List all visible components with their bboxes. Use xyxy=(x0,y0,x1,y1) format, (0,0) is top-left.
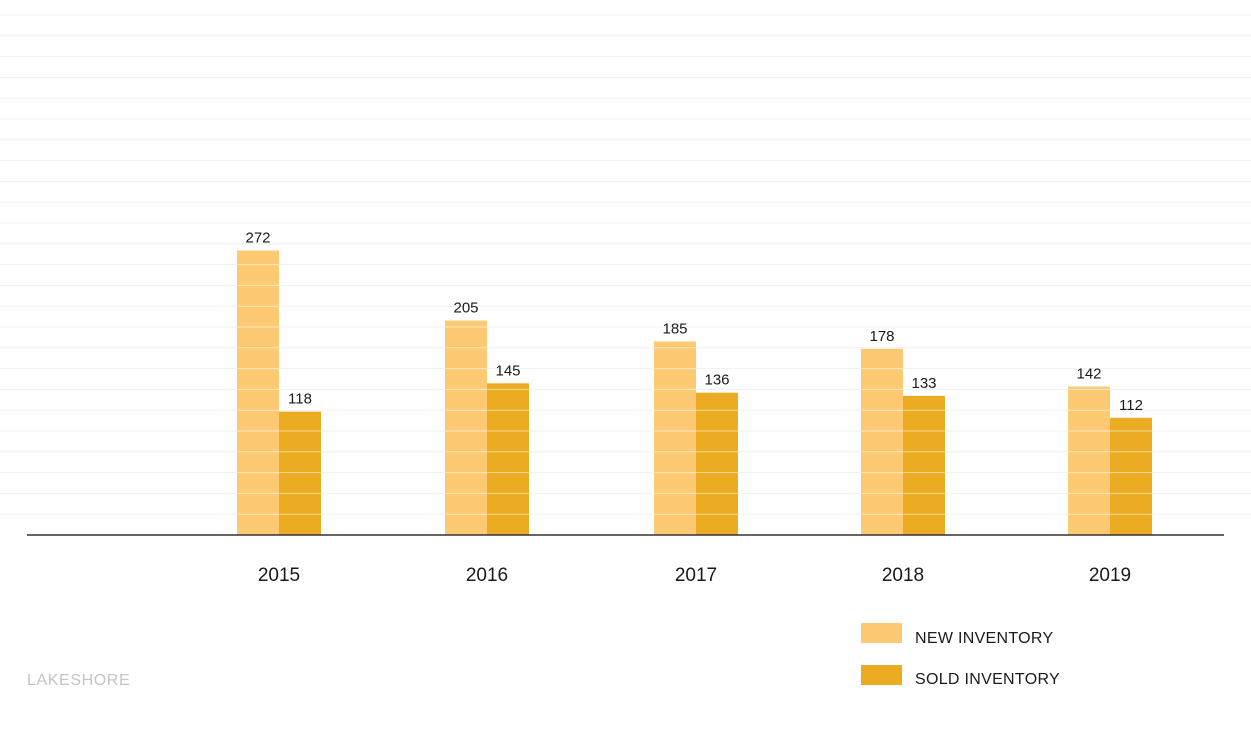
bar-sold-inventory-2017 xyxy=(696,392,738,535)
x-tick-label-2015: 2015 xyxy=(258,565,300,586)
bar-new-inventory-2016 xyxy=(445,320,487,535)
data-label-new-inventory-2019: 142 xyxy=(1076,366,1101,383)
bar-sold-inventory-2015 xyxy=(279,411,321,535)
bar-rect xyxy=(445,320,487,535)
legend-swatch-new-inventory xyxy=(861,623,902,643)
legend-label-new-inventory: NEW INVENTORY xyxy=(915,630,1053,647)
data-label-sold-inventory-2019: 112 xyxy=(1119,397,1143,414)
bar-new-inventory-2017 xyxy=(654,341,696,535)
bar-rect xyxy=(654,341,696,535)
bar-sold-inventory-2019 xyxy=(1110,417,1152,535)
bar-new-inventory-2015 xyxy=(237,250,279,535)
bar-rect xyxy=(696,392,738,535)
data-label-sold-inventory-2015: 118 xyxy=(288,391,312,408)
x-tick-label-2018: 2018 xyxy=(882,565,924,586)
legend-item-sold-inventory: SOLD INVENTORY xyxy=(861,665,1060,688)
bars xyxy=(237,250,1152,535)
legend-item-new-inventory: NEW INVENTORY xyxy=(861,623,1053,647)
bar-new-inventory-2019 xyxy=(1068,386,1110,535)
bar-rect xyxy=(237,250,279,535)
bar-new-inventory-2018 xyxy=(861,348,903,535)
bar-rect xyxy=(903,395,945,535)
data-label-new-inventory-2017: 185 xyxy=(662,321,687,338)
bar-sold-inventory-2016 xyxy=(487,383,529,535)
bar-rect xyxy=(1110,417,1152,535)
bar-rect xyxy=(1068,386,1110,535)
legend-label-sold-inventory: SOLD INVENTORY xyxy=(915,671,1060,688)
bar-rect xyxy=(279,411,321,535)
x-tick-label-2016: 2016 xyxy=(466,565,508,586)
data-label-new-inventory-2016: 205 xyxy=(453,300,478,317)
data-label-new-inventory-2018: 178 xyxy=(869,328,894,345)
data-label-new-inventory-2015: 272 xyxy=(245,230,270,247)
data-label-sold-inventory-2016: 145 xyxy=(495,362,520,379)
legend: NEW INVENTORY SOLD INVENTORY xyxy=(861,623,1060,688)
legend-swatch-sold-inventory xyxy=(861,665,902,685)
gridlines xyxy=(0,14,1251,515)
x-tick-labels: 2015 2016 2017 2018 2019 xyxy=(258,565,1131,586)
data-label-sold-inventory-2017: 136 xyxy=(704,372,729,389)
bar-rect xyxy=(861,348,903,535)
bar-rect xyxy=(487,383,529,535)
brand-watermark: LAKESHORE xyxy=(27,672,130,689)
x-tick-label-2017: 2017 xyxy=(675,565,717,586)
data-label-sold-inventory-2018: 133 xyxy=(911,375,936,392)
x-tick-label-2019: 2019 xyxy=(1089,565,1131,586)
data-labels: 272 205 185 178 142 118 145 136 133 112 xyxy=(245,230,1142,414)
bar-sold-inventory-2018 xyxy=(903,395,945,535)
